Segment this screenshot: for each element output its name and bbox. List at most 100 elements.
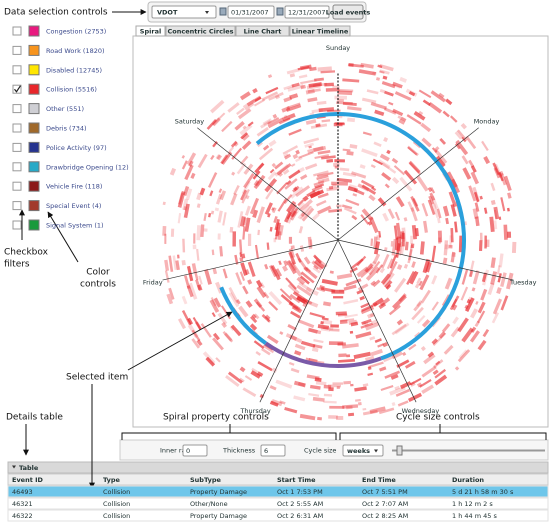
column-header: Type: [103, 476, 121, 484]
checkbox[interactable]: [12, 181, 22, 191]
tab[interactable]: [165, 25, 236, 37]
checkbox[interactable]: [12, 84, 22, 94]
color-swatch[interactable]: [28, 219, 40, 231]
event-mark: [287, 324, 297, 331]
event-mark: [419, 274, 430, 291]
slider-thumb[interactable]: [396, 445, 403, 456]
table-row[interactable]: [7, 497, 549, 510]
table-row[interactable]: [7, 485, 549, 498]
color-swatch[interactable]: [28, 161, 40, 173]
event-mark: [240, 155, 249, 165]
color-swatch[interactable]: [28, 141, 40, 153]
event-mark: [239, 216, 246, 227]
event-mark: [461, 327, 474, 343]
end-date[interactable]: [284, 5, 330, 19]
event-mark: [403, 169, 418, 185]
event-mark: [379, 366, 387, 372]
event-mark: [316, 199, 327, 207]
event-mark: [421, 203, 429, 217]
start-date[interactable]: [227, 5, 275, 19]
event-mark: [395, 388, 411, 397]
event-mark: [471, 287, 476, 292]
event-mark: [195, 279, 201, 291]
tab[interactable]: [235, 25, 290, 37]
event-mark: [212, 337, 224, 351]
event-mark: [243, 173, 255, 189]
event-mark: [379, 70, 385, 74]
event-mark: [276, 163, 292, 176]
table-cell: Property Damage: [190, 488, 247, 496]
load-button[interactable]: [332, 4, 364, 20]
event-mark: [256, 206, 265, 224]
inner-radius-input[interactable]: [182, 444, 208, 457]
event-mark: [269, 264, 278, 278]
checkbox[interactable]: [12, 201, 22, 211]
event-mark: [239, 257, 244, 262]
color-swatch[interactable]: [28, 64, 40, 76]
event-mark: [305, 89, 315, 95]
event-mark: [230, 324, 242, 337]
tab[interactable]: [289, 25, 351, 37]
event-mark: [315, 380, 327, 386]
thickness-input[interactable]: [260, 444, 286, 457]
event-mark: [338, 115, 343, 119]
table-cell: Oct 2 6:31 AM: [277, 512, 323, 520]
color-swatch[interactable]: [28, 122, 40, 134]
event-mark: [239, 252, 243, 258]
event-mark: [367, 366, 372, 371]
color-swatch[interactable]: [28, 180, 40, 192]
event-mark: [280, 294, 294, 306]
source-select[interactable]: [151, 5, 217, 19]
event-mark: [237, 211, 244, 228]
event-mark: [362, 321, 367, 325]
event-mark: [309, 239, 313, 247]
color-swatch[interactable]: [28, 103, 40, 115]
checkbox[interactable]: [12, 26, 22, 36]
event-mark: [379, 89, 386, 94]
event-mark: [222, 331, 234, 343]
event-mark: [394, 322, 410, 335]
event-mark: [277, 231, 282, 240]
table-row[interactable]: [7, 509, 549, 522]
checkbox[interactable]: [12, 45, 22, 55]
event-mark: [243, 163, 254, 175]
event-mark: [239, 377, 245, 383]
event-mark: [175, 260, 180, 271]
event-mark: [275, 94, 280, 100]
checkbox[interactable]: [12, 142, 22, 152]
event-mark: [461, 269, 469, 285]
event-mark: [429, 192, 436, 201]
event-mark: [380, 385, 394, 391]
event-mark: [255, 179, 263, 187]
checkbox[interactable]: [12, 123, 22, 133]
event-mark: [470, 171, 480, 185]
event-mark: [395, 196, 405, 208]
checkbox[interactable]: [12, 65, 22, 75]
event-mark: [302, 195, 309, 202]
checkbox[interactable]: [12, 220, 22, 230]
event-mark: [359, 164, 366, 169]
event-mark: [437, 217, 441, 224]
color-swatch[interactable]: [28, 25, 40, 37]
event-mark: [389, 254, 398, 269]
event-mark: [348, 184, 357, 190]
event-mark: [271, 162, 277, 168]
color-swatch[interactable]: [28, 200, 40, 212]
tab[interactable]: [135, 25, 166, 37]
calendar-icon: [276, 7, 284, 16]
checkbox[interactable]: [12, 104, 22, 114]
event-mark: [370, 348, 383, 357]
event-mark: [212, 112, 226, 126]
event-mark: [328, 387, 334, 392]
day-label: Sunday: [326, 44, 350, 52]
color-swatch[interactable]: [28, 44, 40, 56]
cycle-size-select[interactable]: [342, 444, 384, 457]
event-mark: [290, 186, 304, 199]
color-swatch[interactable]: [28, 83, 40, 95]
event-mark: [320, 320, 324, 325]
event-mark: [232, 231, 237, 247]
checkbox[interactable]: [12, 162, 22, 172]
event-mark: [353, 351, 371, 360]
event-mark: [506, 231, 512, 238]
event-mark: [315, 123, 321, 128]
